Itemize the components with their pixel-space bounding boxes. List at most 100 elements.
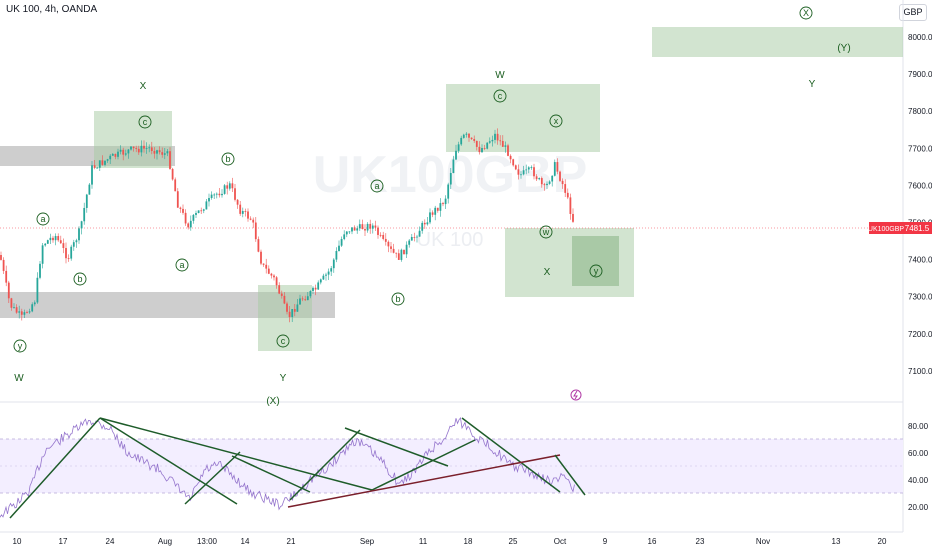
candle-body <box>462 134 465 138</box>
candle-body <box>158 150 161 153</box>
time-tick-label: Aug <box>158 537 172 546</box>
candle-body <box>566 192 569 198</box>
time-tick-label: 23 <box>696 537 705 546</box>
wave-circle <box>175 258 189 272</box>
candle-body <box>286 303 288 312</box>
candle-body <box>551 175 554 182</box>
candle-body <box>520 174 522 176</box>
candle-body <box>548 181 551 184</box>
last-price-value: 7481.5 <box>905 224 930 233</box>
candle-body <box>460 137 463 145</box>
time-tick-label: 20 <box>878 537 887 546</box>
candle-body <box>36 277 39 303</box>
time-tick-label: 10 <box>13 537 22 546</box>
candle-body <box>439 203 442 211</box>
candle-body <box>231 183 234 189</box>
candle-body <box>98 160 101 168</box>
candle-body <box>213 194 216 196</box>
wave-circle-label: b <box>225 154 230 164</box>
candle-body <box>553 162 556 176</box>
candle-body <box>31 304 34 312</box>
trendline[interactable] <box>554 454 586 496</box>
candle-body <box>260 251 262 264</box>
trendline[interactable] <box>287 454 561 508</box>
candle-body <box>184 212 187 224</box>
wave-circle-label: X <box>803 8 809 18</box>
candle-body <box>85 194 88 208</box>
wave-label-X-mid: X <box>544 267 551 278</box>
time-tick-label: 9 <box>603 537 608 546</box>
watermark-name: UK 100 <box>417 229 484 251</box>
zone-green-y <box>572 236 619 286</box>
candle-body <box>70 246 73 259</box>
last-price-ticker-badge <box>869 222 903 234</box>
candle-body <box>218 193 221 196</box>
candle-body <box>176 191 179 208</box>
candle-body <box>169 151 171 169</box>
wave-circle-label: a <box>374 181 379 191</box>
trendline[interactable] <box>371 439 476 491</box>
trendline[interactable] <box>461 417 561 493</box>
symbol-title[interactable]: UK 100, 4h, OANDA <box>6 4 98 15</box>
candle-body <box>223 185 226 194</box>
trendline[interactable] <box>344 427 449 467</box>
candle-body <box>161 152 164 155</box>
price-tick-label: 7300.0 <box>908 293 932 302</box>
candle-body <box>174 179 177 192</box>
time-tick-label: 17 <box>59 537 68 546</box>
candle-body <box>345 231 348 235</box>
flash-icon[interactable] <box>570 389 582 401</box>
candle-body <box>114 153 117 157</box>
time-tick-label: 13:00 <box>197 537 218 546</box>
zone-green-c1 <box>94 111 172 168</box>
candle-body <box>5 270 8 283</box>
candle-body <box>124 153 127 155</box>
wave-circle <box>370 179 384 193</box>
candle-body <box>306 296 309 301</box>
candle-body <box>426 222 429 225</box>
wave-circle-label: x <box>554 116 559 126</box>
currency-button[interactable]: GBP <box>899 4 927 21</box>
candle-body <box>470 137 473 140</box>
candle-body <box>2 259 5 271</box>
candle-body <box>200 210 203 212</box>
wave-circle <box>221 152 235 166</box>
candle-body <box>481 148 483 153</box>
wave-circle-label: b <box>395 294 400 304</box>
trendline[interactable] <box>184 451 241 505</box>
trendline[interactable] <box>289 429 361 501</box>
candle-body <box>148 147 151 149</box>
wave-label-Y-right: Y <box>809 79 816 90</box>
wave-label-X-paren: (X) <box>266 396 279 407</box>
candle-body <box>395 252 398 254</box>
wave-circle <box>539 225 553 239</box>
candle-body <box>226 185 229 189</box>
candle-body <box>330 268 333 272</box>
candle-body <box>156 150 158 154</box>
wave-circle-label: c <box>143 117 148 127</box>
wave-label-Y-paren: (Y) <box>837 43 850 54</box>
trendline[interactable] <box>99 417 373 491</box>
candle-body <box>44 243 47 246</box>
candle-body <box>442 203 444 205</box>
wave-circle-label: w <box>542 227 550 237</box>
candle-body <box>501 140 504 147</box>
trendline[interactable] <box>9 417 101 519</box>
candle-body <box>265 264 268 269</box>
candle-body <box>140 145 143 153</box>
candle-body <box>304 299 307 301</box>
rsi-tick-label: 20.00 <box>908 503 929 512</box>
candle-body <box>145 148 148 149</box>
candle-body <box>514 165 517 170</box>
trendline[interactable] <box>231 455 311 493</box>
candle-body <box>418 230 421 237</box>
rsi-trendlines <box>9 417 586 519</box>
candle-body <box>101 160 104 165</box>
trendline[interactable] <box>99 417 238 505</box>
time-tick-label: 11 <box>419 537 428 546</box>
candle-body <box>319 279 322 283</box>
candle-body <box>400 249 403 260</box>
candle-body <box>405 244 408 255</box>
candle-body <box>543 184 546 186</box>
